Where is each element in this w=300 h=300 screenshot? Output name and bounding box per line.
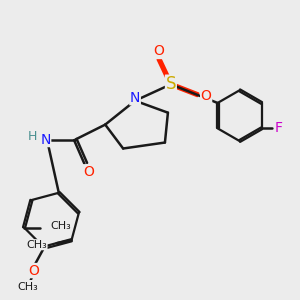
- Text: O: O: [154, 44, 164, 58]
- Text: F: F: [274, 122, 283, 135]
- Text: S: S: [166, 75, 176, 93]
- Text: CH₃: CH₃: [26, 240, 47, 250]
- Text: CH₃: CH₃: [50, 221, 71, 231]
- Text: N: N: [40, 133, 51, 146]
- Text: O: O: [28, 264, 39, 278]
- Text: O: O: [201, 89, 212, 103]
- Text: H: H: [27, 130, 37, 143]
- Text: O: O: [83, 165, 94, 179]
- Text: N: N: [130, 91, 140, 105]
- Text: CH₃: CH₃: [17, 282, 38, 292]
